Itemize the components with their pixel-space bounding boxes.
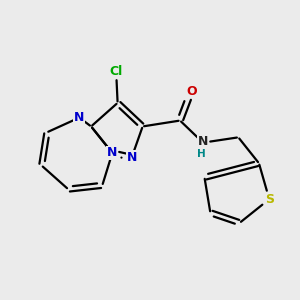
Text: N: N xyxy=(127,151,137,164)
Text: N: N xyxy=(198,135,208,148)
Text: O: O xyxy=(186,85,196,98)
Text: H: H xyxy=(197,149,206,159)
Text: N: N xyxy=(107,146,118,159)
Text: Cl: Cl xyxy=(110,65,123,78)
Text: S: S xyxy=(265,193,274,206)
Text: N: N xyxy=(74,111,85,124)
